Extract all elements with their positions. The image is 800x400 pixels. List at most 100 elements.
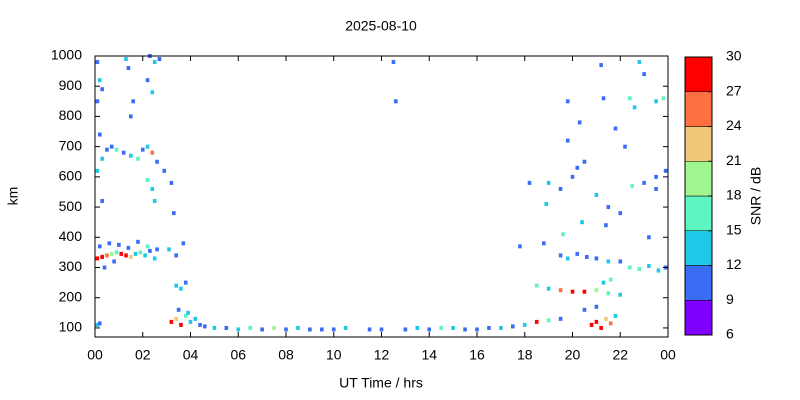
- data-point: [145, 78, 150, 83]
- chart-title: 2025-08-10: [345, 18, 417, 34]
- data-point: [608, 321, 613, 326]
- x-tick-label: 02: [135, 347, 151, 363]
- data-point: [102, 265, 107, 270]
- data-point: [546, 286, 551, 291]
- data-point: [575, 251, 580, 256]
- data-point: [656, 268, 661, 273]
- data-point: [114, 147, 119, 152]
- data-point: [604, 316, 608, 321]
- data-point: [654, 174, 658, 179]
- data-point: [606, 259, 611, 264]
- colorbar-band: [684, 161, 713, 197]
- data-point: [618, 211, 623, 216]
- data-point: [661, 96, 666, 101]
- data-point: [97, 132, 102, 137]
- colorbar-tick-label: 27: [726, 82, 742, 98]
- data-point: [150, 150, 155, 155]
- data-point: [463, 327, 467, 332]
- colorbar-band: [684, 126, 713, 162]
- data-point: [637, 60, 642, 65]
- data-point: [133, 251, 138, 256]
- x-axis-label: UT Time / hrs: [339, 375, 423, 391]
- data-point: [647, 263, 651, 268]
- x-tick-label: 06: [230, 347, 246, 363]
- data-point: [97, 321, 102, 326]
- data-point: [632, 105, 637, 110]
- colorbar-band: [684, 91, 713, 127]
- data-point: [606, 291, 611, 296]
- y-tick-label: 700: [59, 137, 83, 153]
- colorbar-tick-label: 30: [726, 48, 742, 64]
- data-point: [427, 327, 432, 332]
- data-point: [100, 87, 104, 92]
- data-point: [582, 159, 587, 164]
- data-point: [585, 254, 589, 259]
- data-point: [367, 327, 372, 332]
- data-point: [138, 250, 143, 255]
- data-point: [169, 180, 174, 185]
- x-tick-label: 10: [326, 347, 342, 363]
- data-point: [343, 325, 348, 330]
- colorbar-band: [684, 230, 713, 266]
- data-point: [186, 310, 190, 315]
- data-point: [527, 180, 532, 185]
- data-point: [124, 57, 128, 62]
- data-point: [582, 307, 587, 312]
- data-point: [169, 319, 174, 324]
- x-tick-label: 20: [565, 347, 581, 363]
- data-point: [599, 63, 603, 68]
- data-point: [150, 90, 155, 95]
- data-point: [451, 325, 455, 330]
- data-point: [308, 327, 312, 332]
- data-point: [589, 322, 594, 327]
- data-point: [663, 168, 668, 173]
- data-point: [145, 144, 150, 149]
- data-point: [518, 244, 522, 249]
- y-tick-label: 100: [59, 319, 83, 335]
- data-point: [114, 250, 119, 255]
- colorbar-tick-label: 9: [726, 291, 734, 307]
- data-point: [654, 186, 658, 191]
- data-point: [565, 256, 570, 261]
- data-point: [136, 156, 140, 161]
- data-point: [565, 99, 570, 104]
- colorbar-band: [684, 195, 713, 231]
- colorbar-band: [684, 300, 713, 336]
- data-point: [542, 241, 546, 246]
- data-point: [136, 239, 140, 244]
- data-point: [403, 327, 408, 332]
- y-tick-label: 800: [59, 107, 83, 123]
- data-point: [95, 256, 100, 261]
- y-tick-label: 200: [59, 288, 83, 304]
- y-tick-label: 1000: [51, 47, 82, 63]
- data-point: [606, 205, 611, 210]
- data-point: [260, 327, 264, 332]
- data-point: [618, 292, 623, 297]
- data-point: [95, 168, 100, 173]
- data-point: [148, 248, 152, 253]
- data-point: [95, 60, 100, 65]
- colorbar-tick-label: 24: [726, 117, 742, 133]
- data-point: [183, 280, 188, 285]
- data-point: [594, 304, 599, 309]
- data-point: [100, 254, 104, 259]
- data-point: [522, 322, 527, 327]
- colorbar-tick-label: 21: [726, 152, 742, 168]
- data-point: [511, 324, 515, 329]
- data-point: [117, 242, 121, 247]
- data-point: [167, 247, 171, 252]
- y-tick-label: 500: [59, 198, 83, 214]
- data-point: [248, 325, 252, 330]
- data-point: [97, 244, 102, 249]
- data-point: [124, 253, 128, 258]
- data-point: [157, 57, 162, 62]
- data-point: [613, 313, 618, 318]
- data-point: [129, 153, 133, 158]
- data-point: [129, 254, 133, 259]
- data-point: [544, 202, 549, 207]
- y-tick-label: 600: [59, 168, 83, 184]
- x-tick-label: 04: [183, 347, 199, 363]
- y-tick-label: 900: [59, 77, 83, 93]
- data-point: [174, 316, 178, 321]
- data-point: [224, 325, 229, 330]
